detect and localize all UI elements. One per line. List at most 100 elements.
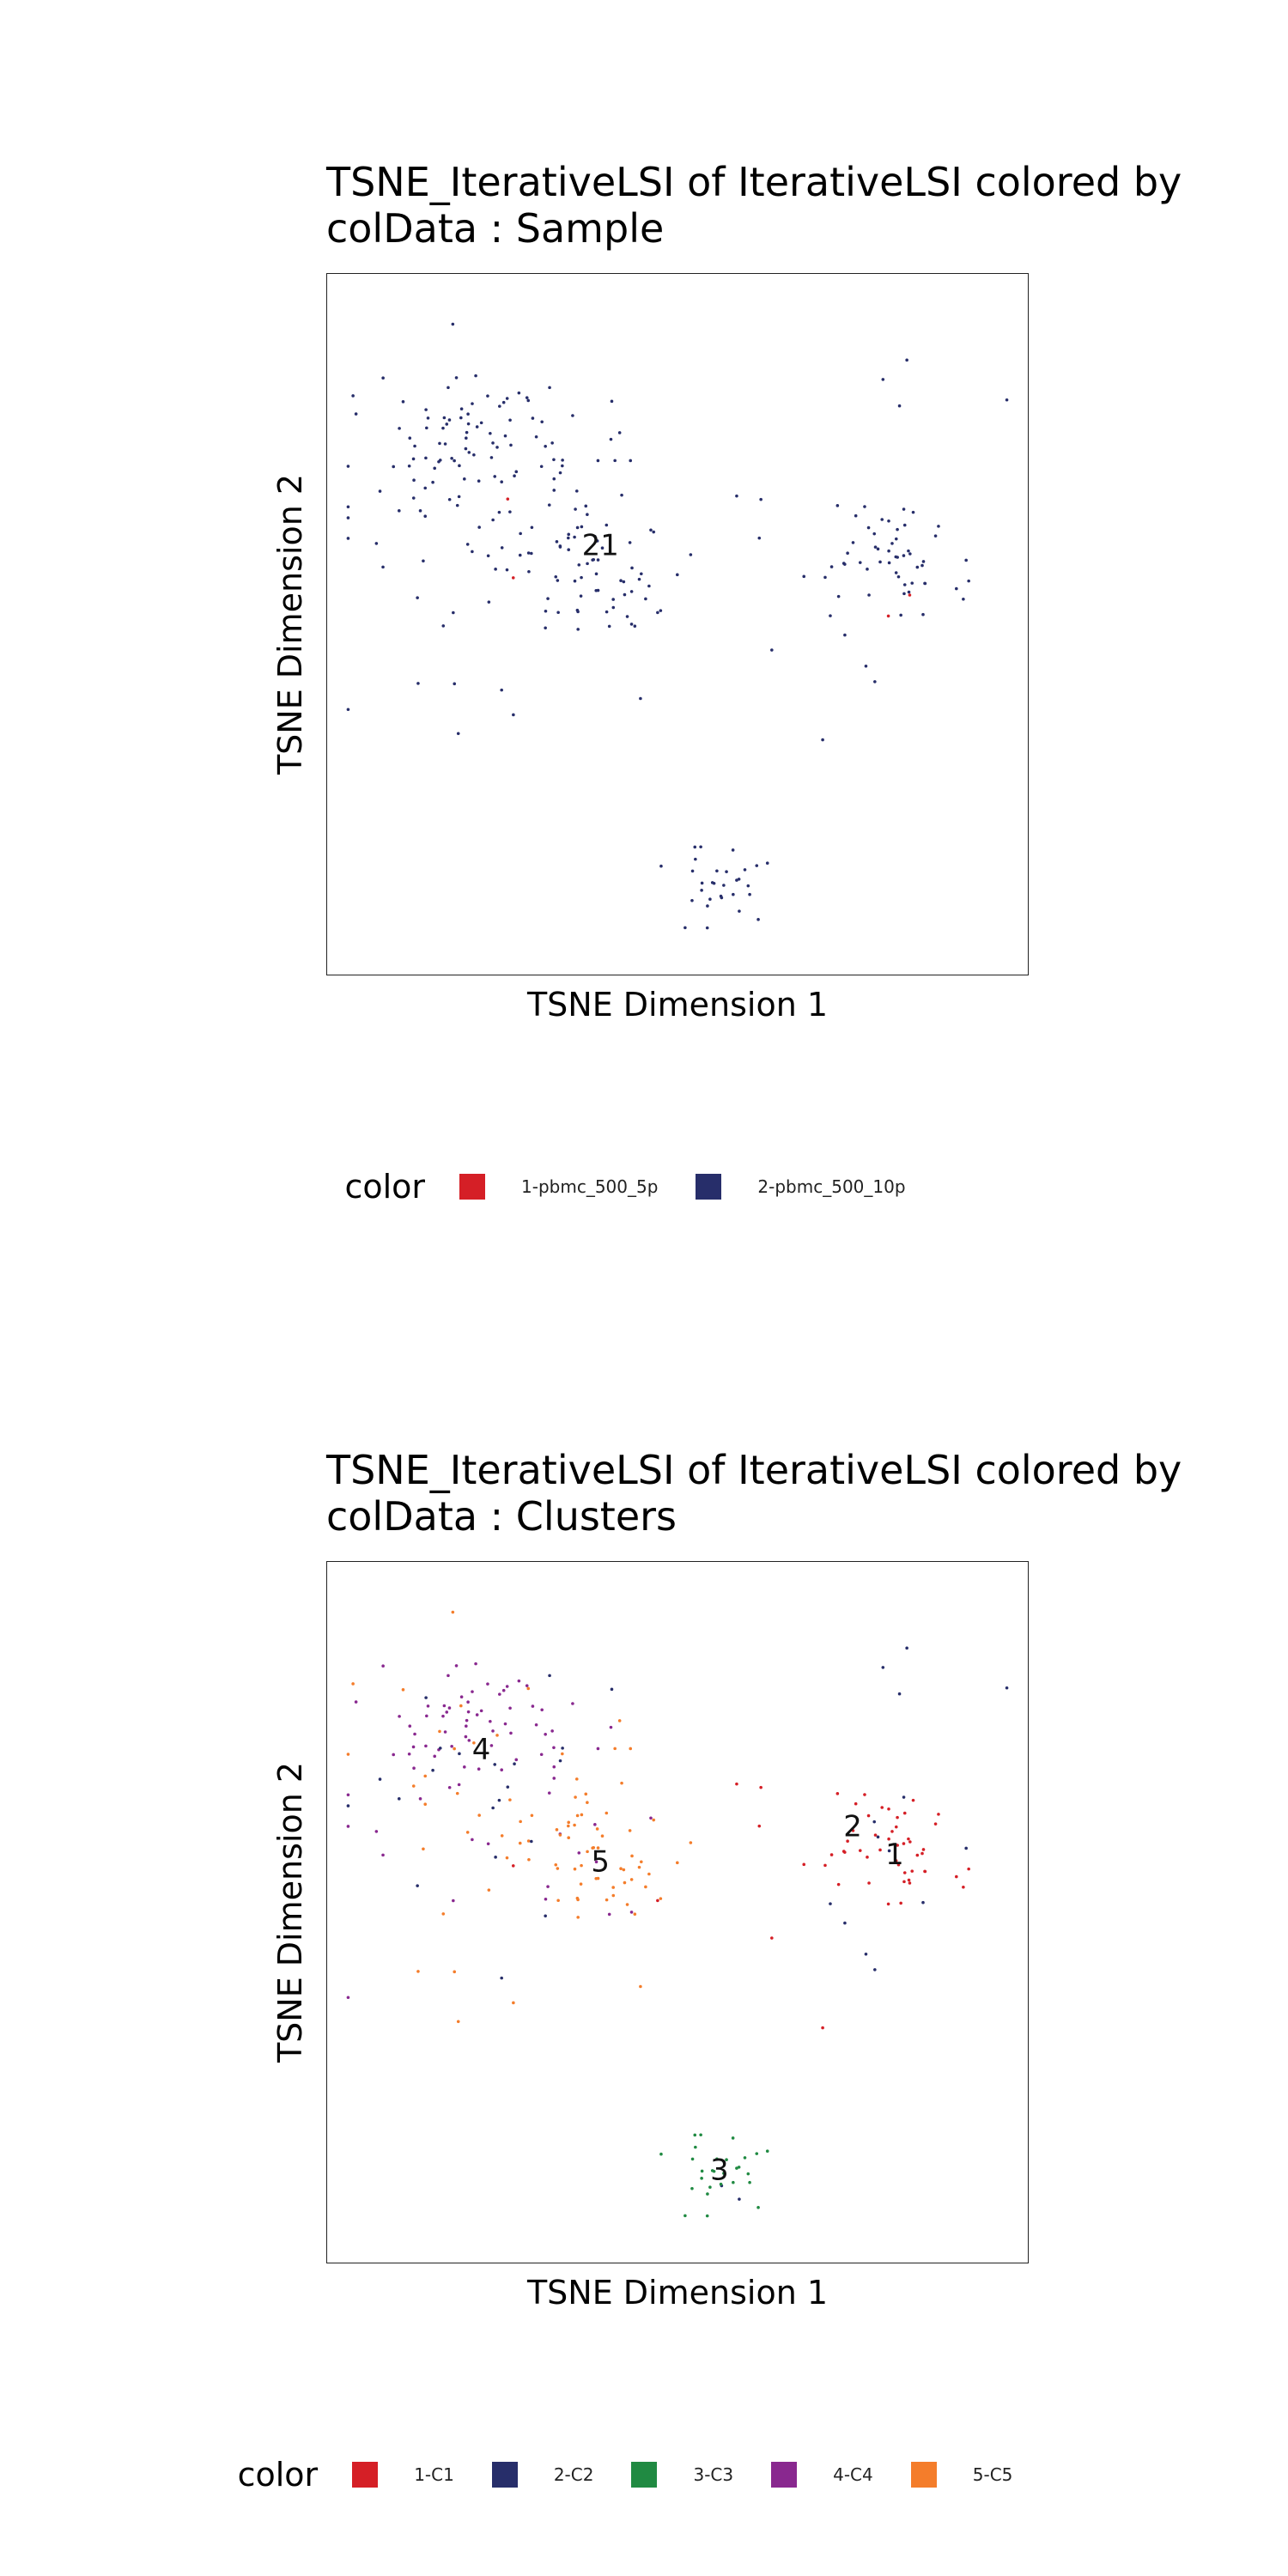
scatter-point [558,545,562,549]
scatter-point [600,546,605,550]
scatter-point [431,480,434,484]
scatter-point [477,479,481,483]
scatter-point [556,1867,560,1870]
scatter-point [907,590,911,594]
scatter-point [746,884,750,888]
scatter-point [878,1848,882,1852]
scatter-point [639,696,642,701]
scatter-point [456,2020,460,2024]
scatter-point [517,391,521,395]
scatter-point [835,1792,840,1795]
scatter-point [887,1807,890,1811]
scatter-point [886,1902,890,1906]
scatter-point [567,1820,571,1825]
scatter-point [486,394,489,398]
scatter-point [676,1861,679,1865]
scatter-point [722,884,726,887]
scatter-point [659,1897,663,1900]
scatter-point [465,430,469,434]
scatter-point [509,443,513,447]
scatter-point [902,554,906,557]
scatter-point [401,1688,405,1692]
scatter-point [571,1702,574,1705]
scatter-point [392,465,396,469]
scatter-point [555,1828,559,1832]
scatter-point [552,458,556,462]
scatter-point [453,1747,456,1751]
scatter-point [659,609,663,612]
scatter-point [351,394,355,398]
scatter-point [475,1713,479,1716]
scatter-point [899,1901,902,1905]
scatter-point [503,1722,507,1726]
scatter-point [700,881,704,885]
scatter-point [498,404,501,408]
cluster-label: 2 [843,1810,862,1844]
scatter-point [486,1682,489,1686]
scatter-point [611,1893,616,1898]
scatter-point [552,1746,556,1750]
scatter-point [866,568,869,571]
scatter-point [346,505,350,509]
scatter-point [737,2166,741,2169]
scatter-point [500,1768,503,1772]
scatter-point [656,1899,659,1903]
scatter-point [866,1814,871,1818]
scatter-point [851,1829,855,1832]
scatter-point [534,434,538,439]
scatter-point [552,1765,556,1769]
scatter-point [908,593,912,597]
scatter-point [841,1850,846,1853]
chart-panel-sample: TSNE_IterativeLSI of IterativeLSI colore… [271,159,1182,1206]
scatter-point [907,1878,911,1882]
scatter-point [757,1824,762,1828]
scatter-point [607,1912,611,1917]
scatter-point [433,466,436,471]
scatter-point [526,551,531,555]
scatter-point [863,1793,866,1796]
scatter-point [441,1912,446,1916]
scatter-point [592,1845,596,1850]
scatter-point [438,1729,441,1734]
scatter-point [908,552,912,556]
scatter-point [594,1877,598,1880]
legend-label: 3-C3 [693,2464,734,2485]
scatter-point [580,1813,584,1817]
scatter-point [431,1768,434,1772]
scatter-point [494,568,497,571]
scatter-point [1005,1686,1009,1690]
scatter-point [397,509,401,513]
scatter-point [500,480,503,484]
scatter-point [715,869,719,873]
scatter-point [447,1674,450,1678]
scatter-point [459,407,464,411]
scatter-point [735,1782,738,1786]
scatter-point [647,584,651,588]
scatter-point [544,445,547,448]
scatter-point [489,431,492,435]
scatter-point [886,614,890,618]
scatter-point [530,551,533,556]
scatter-point [802,574,806,579]
scatter-point [552,477,556,481]
scatter-point [748,892,751,896]
scatter-point [629,459,633,463]
scatter-point [894,571,898,574]
scatter-point [609,437,613,441]
scatter-point [576,628,580,631]
scatter-point [555,540,559,544]
scatter-point [426,416,430,420]
scatter-point [894,537,898,541]
scatter-point [629,1911,634,1914]
scatter-point [416,1884,419,1887]
legend-item: 2-C2 [491,2462,593,2488]
scatter-point [967,579,970,583]
scatter-point [902,1811,907,1815]
cluster-label: 21 [582,529,619,562]
scatter-point [933,1822,938,1826]
scatter-point [567,548,571,552]
legend-swatch [352,2462,379,2488]
scatter-point [466,1700,470,1704]
legend-swatch [459,1174,486,1200]
cluster-label: 5 [591,1844,610,1878]
